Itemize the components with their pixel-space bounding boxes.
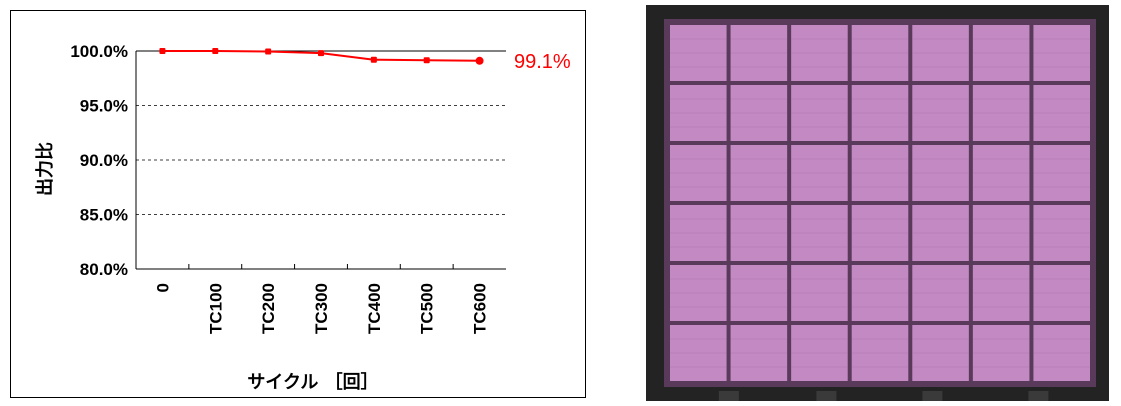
data-point <box>212 48 219 54</box>
data-point <box>370 56 377 63</box>
mount-foot <box>922 391 943 401</box>
x-tick-label: TC100 <box>206 283 225 334</box>
mount-foot <box>816 391 837 401</box>
y-axis-title: 出力比 <box>34 142 56 196</box>
x-axis-title: サイクル ［回］ <box>247 371 378 393</box>
x-tick-label: 0 <box>153 283 172 292</box>
end-value-label: 99.1% <box>514 51 571 73</box>
series-layer <box>159 48 484 65</box>
data-point <box>475 56 484 65</box>
chart-panel: 80.0% 85.0% 90.0% 95.0% 100.0% 0 TC100 TC200 TC… <box>10 10 586 398</box>
x-tick-label: TC200 <box>259 283 278 334</box>
y-tick-label: 85.0% <box>80 206 128 225</box>
solar-module-photo <box>646 5 1109 401</box>
y-tick-label: 80.0% <box>80 260 128 279</box>
x-tick-label: TC300 <box>312 283 331 334</box>
data-point <box>423 57 430 64</box>
x-tick-label: TC400 <box>365 283 384 334</box>
y-tick-labels: 80.0% 85.0% 90.0% 95.0% 100.0% <box>70 42 128 279</box>
x-tick-labels: 0 TC100 TC200 TC300 TC400 TC500 TC600 <box>153 283 489 334</box>
y-tick-label: 100.0% <box>70 42 128 61</box>
y-tick-label: 95.0% <box>80 97 128 116</box>
gridlines <box>135 50 506 270</box>
data-point <box>318 50 324 57</box>
x-tick-label: TC500 <box>418 283 437 334</box>
data-point <box>159 48 166 54</box>
data-point <box>265 48 272 55</box>
mount-foot <box>1028 391 1049 401</box>
y-tick-label: 90.0% <box>80 151 128 170</box>
el-image-photo <box>646 5 1109 401</box>
output-ratio-chart: 80.0% 85.0% 90.0% 95.0% 100.0% 0 TC100 TC200 TC… <box>34 42 571 393</box>
mount-foot <box>718 391 739 401</box>
x-tick-label: TC600 <box>471 283 490 334</box>
